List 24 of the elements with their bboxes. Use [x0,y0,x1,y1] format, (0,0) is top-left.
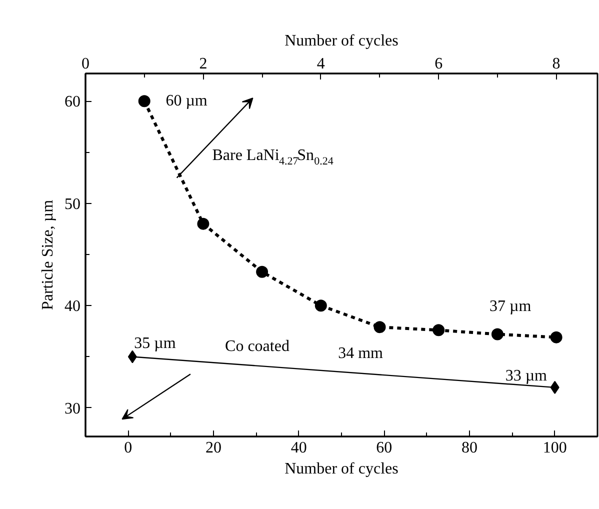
annotation: 33 µm [505,368,548,385]
annotation: Co coated [225,338,290,356]
x-tick-label: 80 [462,440,478,456]
x2-tick-label: 8 [552,56,560,72]
x2-tick-label: 0 [82,56,90,72]
annotation: 35 µm [134,334,176,352]
x-tick-label: 0 [124,440,132,456]
x-tick-label: 100 [542,440,567,456]
x2-axis-title: Number of cycles [284,32,398,50]
x2-tick-label: 6 [434,56,443,72]
x2-tick-label: 2 [199,56,208,72]
y-axis-title: Particle Size, µm [40,199,56,310]
x-axis-title: Number of cycles [284,460,398,478]
x2-tick-label: 4 [316,56,325,72]
x-tick-label: 40 [290,440,307,456]
x-tick-label: 20 [206,440,222,456]
x-tick-label: 60 [376,440,392,456]
y-tick-label: 40 [64,298,80,316]
annotation: 34 mm [338,345,384,362]
y-tick-label: 50 [64,196,80,213]
y-tick-label: 60 [64,94,80,111]
annotation: 37 µm [490,298,532,316]
annotation: 60 µm [166,92,208,110]
y-tick-label: 30 [64,400,80,418]
